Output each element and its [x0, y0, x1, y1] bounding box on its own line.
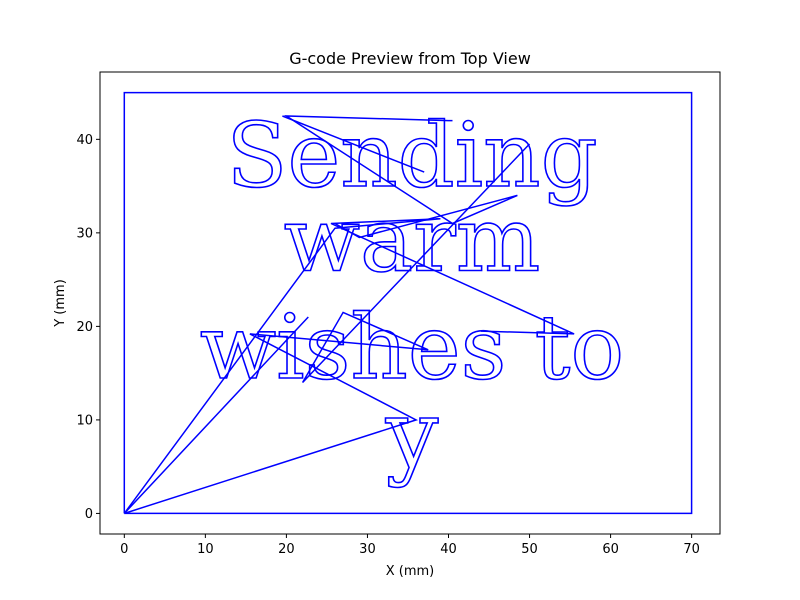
x-tick-label: 50 [521, 542, 538, 557]
y-tick-label: 20 [76, 320, 93, 335]
x-tick-label: 40 [440, 542, 457, 557]
y-tick-label: 30 [76, 226, 93, 241]
x-tick-label: 70 [683, 542, 700, 557]
glyph-line: wishes to [200, 296, 624, 400]
chart-title: G-code Preview from Top View [289, 49, 531, 68]
x-axis: 0 10 20 30 40 50 60 70 [120, 534, 700, 557]
x-tick-label: 0 [120, 542, 128, 557]
glyph-line: y [385, 380, 439, 489]
y-axis-label: Y (mm) [53, 279, 68, 328]
toolpath-segment [123, 218, 575, 514]
toolpath-segment [283, 115, 518, 239]
toolpath-segment [123, 316, 309, 514]
y-axis: 0 10 20 30 40 [76, 133, 100, 522]
x-tick-label: 60 [602, 542, 619, 557]
x-axis-label: X (mm) [386, 564, 435, 579]
y-tick-label: 10 [76, 413, 93, 428]
plot-frame [99, 71, 721, 535]
x-tick-label: 30 [359, 542, 376, 557]
glyph-line: warm [284, 188, 541, 292]
y-tick-label: 40 [76, 133, 93, 148]
toolpath-segment [282, 115, 425, 173]
toolpath-segment [123, 91, 693, 515]
glyph-line: Sending [226, 104, 597, 208]
x-tick-label: 10 [197, 542, 214, 557]
x-tick-label: 20 [278, 542, 295, 557]
toolpath-segment [124, 143, 531, 515]
y-tick-label: 0 [85, 507, 93, 522]
